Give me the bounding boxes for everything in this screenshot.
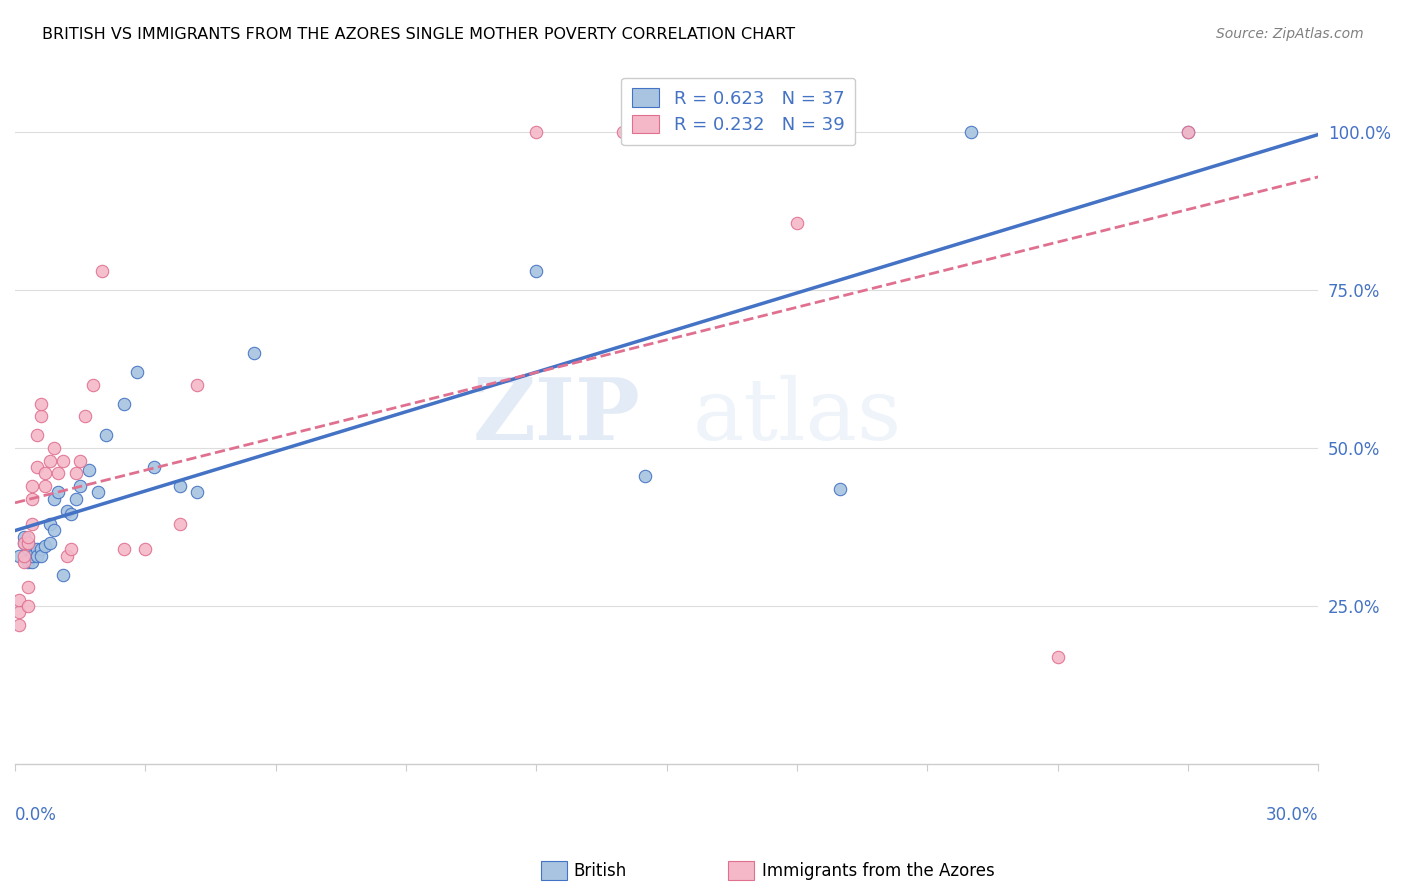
Point <box>524 264 547 278</box>
Point <box>38 536 60 550</box>
Point <box>52 453 75 467</box>
Point <box>34 467 56 481</box>
Point <box>69 479 91 493</box>
Point <box>112 542 135 557</box>
Point <box>186 485 208 500</box>
Text: British: British <box>574 862 627 880</box>
Point <box>96 428 118 442</box>
Point <box>42 441 65 455</box>
Point <box>21 549 44 563</box>
Point <box>243 346 266 360</box>
Point <box>17 536 39 550</box>
Point <box>90 264 112 278</box>
Point <box>17 599 39 614</box>
Text: 0.0%: 0.0% <box>15 806 56 824</box>
Point <box>82 377 104 392</box>
Point <box>169 516 191 531</box>
Point <box>21 516 44 531</box>
Point <box>8 618 31 632</box>
FancyBboxPatch shape <box>541 861 567 880</box>
Point <box>21 491 44 506</box>
Point <box>13 555 35 569</box>
Point <box>30 409 52 424</box>
Point <box>34 539 56 553</box>
Point <box>1177 125 1199 139</box>
Legend: R = 0.623   N = 37, R = 0.232   N = 39: R = 0.623 N = 37, R = 0.232 N = 39 <box>621 78 855 145</box>
Point <box>8 549 31 563</box>
Point <box>42 523 65 537</box>
Point <box>56 504 79 518</box>
Point <box>13 530 35 544</box>
Point <box>1177 125 1199 139</box>
Point <box>8 592 31 607</box>
Text: Source: ZipAtlas.com: Source: ZipAtlas.com <box>1216 27 1364 41</box>
Point <box>17 555 39 569</box>
Point <box>612 125 634 139</box>
Point <box>56 549 79 563</box>
Point <box>169 479 191 493</box>
Point <box>65 467 87 481</box>
Point <box>30 397 52 411</box>
Point <box>48 485 70 500</box>
Text: ZIP: ZIP <box>472 375 641 458</box>
Point <box>186 377 208 392</box>
Point <box>38 453 60 467</box>
Point <box>125 365 148 379</box>
Point <box>17 580 39 594</box>
Point <box>112 397 135 411</box>
Point <box>42 491 65 506</box>
Point <box>786 217 808 231</box>
Text: Immigrants from the Azores: Immigrants from the Azores <box>762 862 995 880</box>
Text: 30.0%: 30.0% <box>1265 806 1319 824</box>
Point <box>21 479 44 493</box>
Point <box>134 542 156 557</box>
FancyBboxPatch shape <box>728 861 754 880</box>
Point <box>69 453 91 467</box>
Point <box>30 542 52 557</box>
Point <box>25 549 48 563</box>
Point <box>21 555 44 569</box>
Point <box>65 491 87 506</box>
Text: atlas: atlas <box>693 375 901 458</box>
Point <box>13 549 35 563</box>
Point <box>17 530 39 544</box>
Point <box>8 606 31 620</box>
Point <box>1046 649 1069 664</box>
Point <box>48 467 70 481</box>
Point <box>524 125 547 139</box>
Point <box>13 536 35 550</box>
Point <box>34 479 56 493</box>
Point <box>634 469 657 483</box>
Point <box>17 536 39 550</box>
Point <box>60 508 83 522</box>
Point <box>13 536 35 550</box>
Point <box>60 542 83 557</box>
Point <box>38 516 60 531</box>
Point <box>86 485 108 500</box>
Text: BRITISH VS IMMIGRANTS FROM THE AZORES SINGLE MOTHER POVERTY CORRELATION CHART: BRITISH VS IMMIGRANTS FROM THE AZORES SI… <box>42 27 796 42</box>
Point <box>25 428 48 442</box>
Point <box>25 542 48 557</box>
Point <box>830 482 852 496</box>
Point <box>25 460 48 475</box>
Point <box>73 409 96 424</box>
Point <box>143 460 166 475</box>
Point <box>30 549 52 563</box>
Point <box>17 542 39 557</box>
Point <box>52 567 75 582</box>
Point <box>77 463 100 477</box>
Point <box>959 125 981 139</box>
